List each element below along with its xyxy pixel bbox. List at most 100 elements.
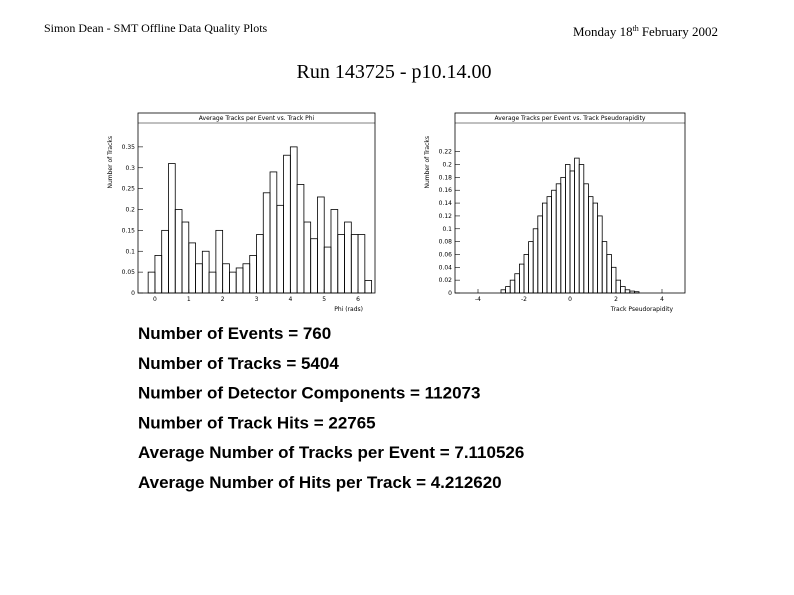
histogram-bar bbox=[174, 209, 183, 294]
histogram-bar bbox=[222, 263, 230, 294]
histogram-bar bbox=[235, 267, 244, 294]
histogram-bar bbox=[597, 215, 603, 294]
x-tick-label: 0 bbox=[153, 296, 157, 303]
histogram-bar bbox=[634, 291, 640, 294]
histogram-bar bbox=[249, 255, 257, 294]
histogram-bar bbox=[168, 163, 176, 294]
histogram-bar bbox=[289, 146, 298, 294]
histogram-bar bbox=[229, 271, 237, 294]
histogram-bar bbox=[161, 229, 169, 294]
y-axis-label: Number of Tracks bbox=[424, 136, 431, 189]
histogram-bar bbox=[323, 246, 332, 294]
histogram-bar bbox=[276, 204, 284, 294]
chart-title: Average Tracks per Event vs. Track Phi bbox=[199, 115, 315, 122]
y-tick-label: 0.25 bbox=[122, 186, 136, 193]
histogram-bar bbox=[615, 279, 621, 294]
histogram-bar bbox=[195, 263, 203, 294]
histogram-bar bbox=[344, 221, 352, 294]
histogram-bar bbox=[364, 280, 373, 294]
header-date: Monday 18th February 2002 bbox=[573, 24, 718, 39]
histogram-bar bbox=[542, 202, 548, 294]
y-tick-label: 0.14 bbox=[439, 200, 453, 207]
x-tick-label: 0 bbox=[568, 296, 572, 303]
histogram-bar bbox=[532, 228, 539, 294]
y-tick-label: 0 bbox=[131, 290, 135, 297]
x-tick-label: 6 bbox=[356, 296, 360, 303]
x-tick-label: 2 bbox=[221, 296, 225, 303]
histogram-bar bbox=[611, 266, 617, 294]
histogram-bar bbox=[551, 189, 557, 294]
histogram-bar bbox=[569, 170, 575, 294]
histogram-bar bbox=[330, 209, 339, 294]
x-tick-label: 4 bbox=[288, 296, 292, 303]
stat-line: Average Number of Hits per Track = 4.212… bbox=[138, 473, 502, 492]
histogram-bar bbox=[519, 263, 525, 294]
x-tick-label: 4 bbox=[660, 296, 664, 303]
y-tick-label: 0.02 bbox=[439, 277, 453, 284]
x-axis-label: Phi (rads) bbox=[334, 306, 363, 313]
y-tick-label: 0.1 bbox=[442, 226, 452, 233]
page-title: Run 143725 - p10.14.00 bbox=[297, 61, 492, 83]
y-tick-label: 0.08 bbox=[439, 239, 453, 246]
histogram-bar bbox=[592, 202, 598, 294]
histogram-bar bbox=[337, 234, 345, 294]
histogram-bar bbox=[606, 254, 612, 294]
y-tick-label: 0 bbox=[448, 290, 452, 297]
histogram-bar bbox=[523, 254, 529, 294]
stat-line: Number of Track Hits = 22765 bbox=[138, 413, 376, 432]
histogram-bar bbox=[215, 229, 224, 294]
x-tick-label: 1 bbox=[187, 296, 191, 303]
y-tick-label: 0.3 bbox=[125, 165, 135, 172]
histogram-bar bbox=[588, 196, 594, 294]
y-tick-label: 0.06 bbox=[439, 251, 453, 258]
y-tick-label: 0.16 bbox=[439, 187, 453, 194]
y-tick-label: 0.04 bbox=[439, 264, 453, 271]
histogram-bar bbox=[514, 273, 520, 294]
stat-line: Number of Events = 760 bbox=[138, 324, 331, 343]
y-tick-label: 0.2 bbox=[125, 207, 135, 214]
histogram-bar bbox=[357, 234, 366, 294]
header-left: Simon Dean - SMT Offline Data Quality Pl… bbox=[44, 21, 268, 35]
histogram-bar bbox=[560, 176, 566, 294]
y-tick-label: 0.05 bbox=[122, 269, 136, 276]
stat-line: Number of Detector Components = 112073 bbox=[138, 384, 480, 403]
y-tick-label: 0.12 bbox=[439, 213, 453, 220]
x-axis-label: Track Pseudorapidity bbox=[610, 306, 674, 313]
chart-title: Average Tracks per Event vs. Track Pseud… bbox=[495, 115, 646, 122]
histogram-bar bbox=[509, 279, 516, 294]
histogram-bar bbox=[147, 271, 156, 294]
histogram-bar bbox=[181, 221, 190, 294]
histogram-bar bbox=[256, 234, 264, 294]
y-tick-label: 0.1 bbox=[125, 248, 135, 255]
stat-line: Number of Tracks = 5404 bbox=[138, 354, 339, 373]
date-sup: th bbox=[633, 24, 639, 33]
y-axis-label: Number of Tracks bbox=[107, 136, 114, 189]
histogram-bar bbox=[546, 196, 552, 294]
histogram-bar bbox=[296, 184, 305, 294]
y-tick-label: 0.22 bbox=[439, 149, 453, 156]
histogram-bar bbox=[624, 289, 631, 294]
y-tick-label: 0.2 bbox=[442, 162, 452, 169]
histogram-bar bbox=[505, 286, 511, 294]
histogram-bar bbox=[583, 183, 589, 294]
x-tick-label: 5 bbox=[322, 296, 326, 303]
histogram-bar bbox=[269, 171, 278, 294]
histogram-bar bbox=[154, 255, 163, 294]
histogram-bar bbox=[317, 196, 325, 294]
histogram-bar bbox=[303, 221, 312, 294]
histogram-bar bbox=[555, 183, 562, 294]
x-tick-label: -2 bbox=[521, 296, 527, 303]
histogram-bar bbox=[500, 289, 506, 294]
histogram-bar bbox=[350, 234, 359, 294]
stat-line: Average Number of Tracks per Event = 7.1… bbox=[138, 443, 524, 462]
y-tick-label: 0.18 bbox=[439, 174, 453, 181]
histogram-bar bbox=[310, 238, 318, 294]
histogram-bar bbox=[574, 157, 580, 294]
histogram-bar bbox=[208, 271, 217, 294]
histogram-bar bbox=[565, 164, 571, 294]
x-tick-label: -4 bbox=[475, 296, 481, 303]
histogram-bar bbox=[188, 242, 196, 294]
x-tick-label: 2 bbox=[614, 296, 618, 303]
y-tick-label: 0.15 bbox=[122, 227, 136, 234]
